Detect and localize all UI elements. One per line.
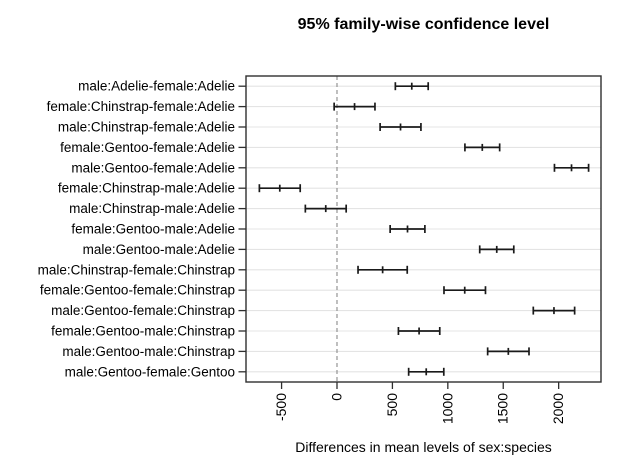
y-axis-category-label: male:Gentoo-female:Adelie	[71, 160, 235, 175]
x-axis-tick-label: 1000	[439, 393, 455, 424]
y-axis-category-label: male:Chinstrap-female:Adelie	[58, 120, 235, 135]
x-axis-tick-label: 2000	[550, 393, 566, 424]
x-axis-tick-label: 1500	[495, 393, 511, 424]
y-axis-category-label: female:Gentoo-female:Chinstrap	[40, 283, 235, 298]
y-axis-category-label: male:Chinstrap-female:Chinstrap	[38, 262, 235, 277]
y-axis-category-label: male:Gentoo-female:Gentoo	[65, 364, 235, 379]
plot-border	[245, 75, 602, 383]
y-axis-category-label: female:Chinstrap-male:Adelie	[58, 181, 235, 196]
chart-title: 95% family-wise confidence level	[297, 16, 550, 33]
x-axis-tick-label: 500	[384, 393, 400, 417]
y-axis-category-label: male:Gentoo-male:Chinstrap	[62, 344, 235, 359]
x-axis-tick-label: 0	[328, 393, 344, 401]
y-axis-category-label: male:Adelie-female:Adelie	[78, 79, 235, 94]
y-axis-category-label: male:Chinstrap-male:Adelie	[69, 201, 235, 216]
x-axis-title: Differences in mean levels of sex:specie…	[295, 439, 552, 455]
y-axis-category-label: male:Gentoo-male:Adelie	[83, 242, 235, 257]
y-axis-category-label: male:Gentoo-female:Chinstrap	[51, 303, 235, 318]
x-axis-tick-label: -500	[273, 393, 289, 421]
y-axis-category-label: female:Chinstrap-female:Adelie	[47, 99, 235, 114]
y-axis-category-label: female:Gentoo-male:Adelie	[71, 222, 235, 237]
y-axis-category-label: female:Gentoo-male:Chinstrap	[51, 324, 235, 339]
y-axis-category-label: female:Gentoo-female:Adelie	[60, 140, 235, 155]
